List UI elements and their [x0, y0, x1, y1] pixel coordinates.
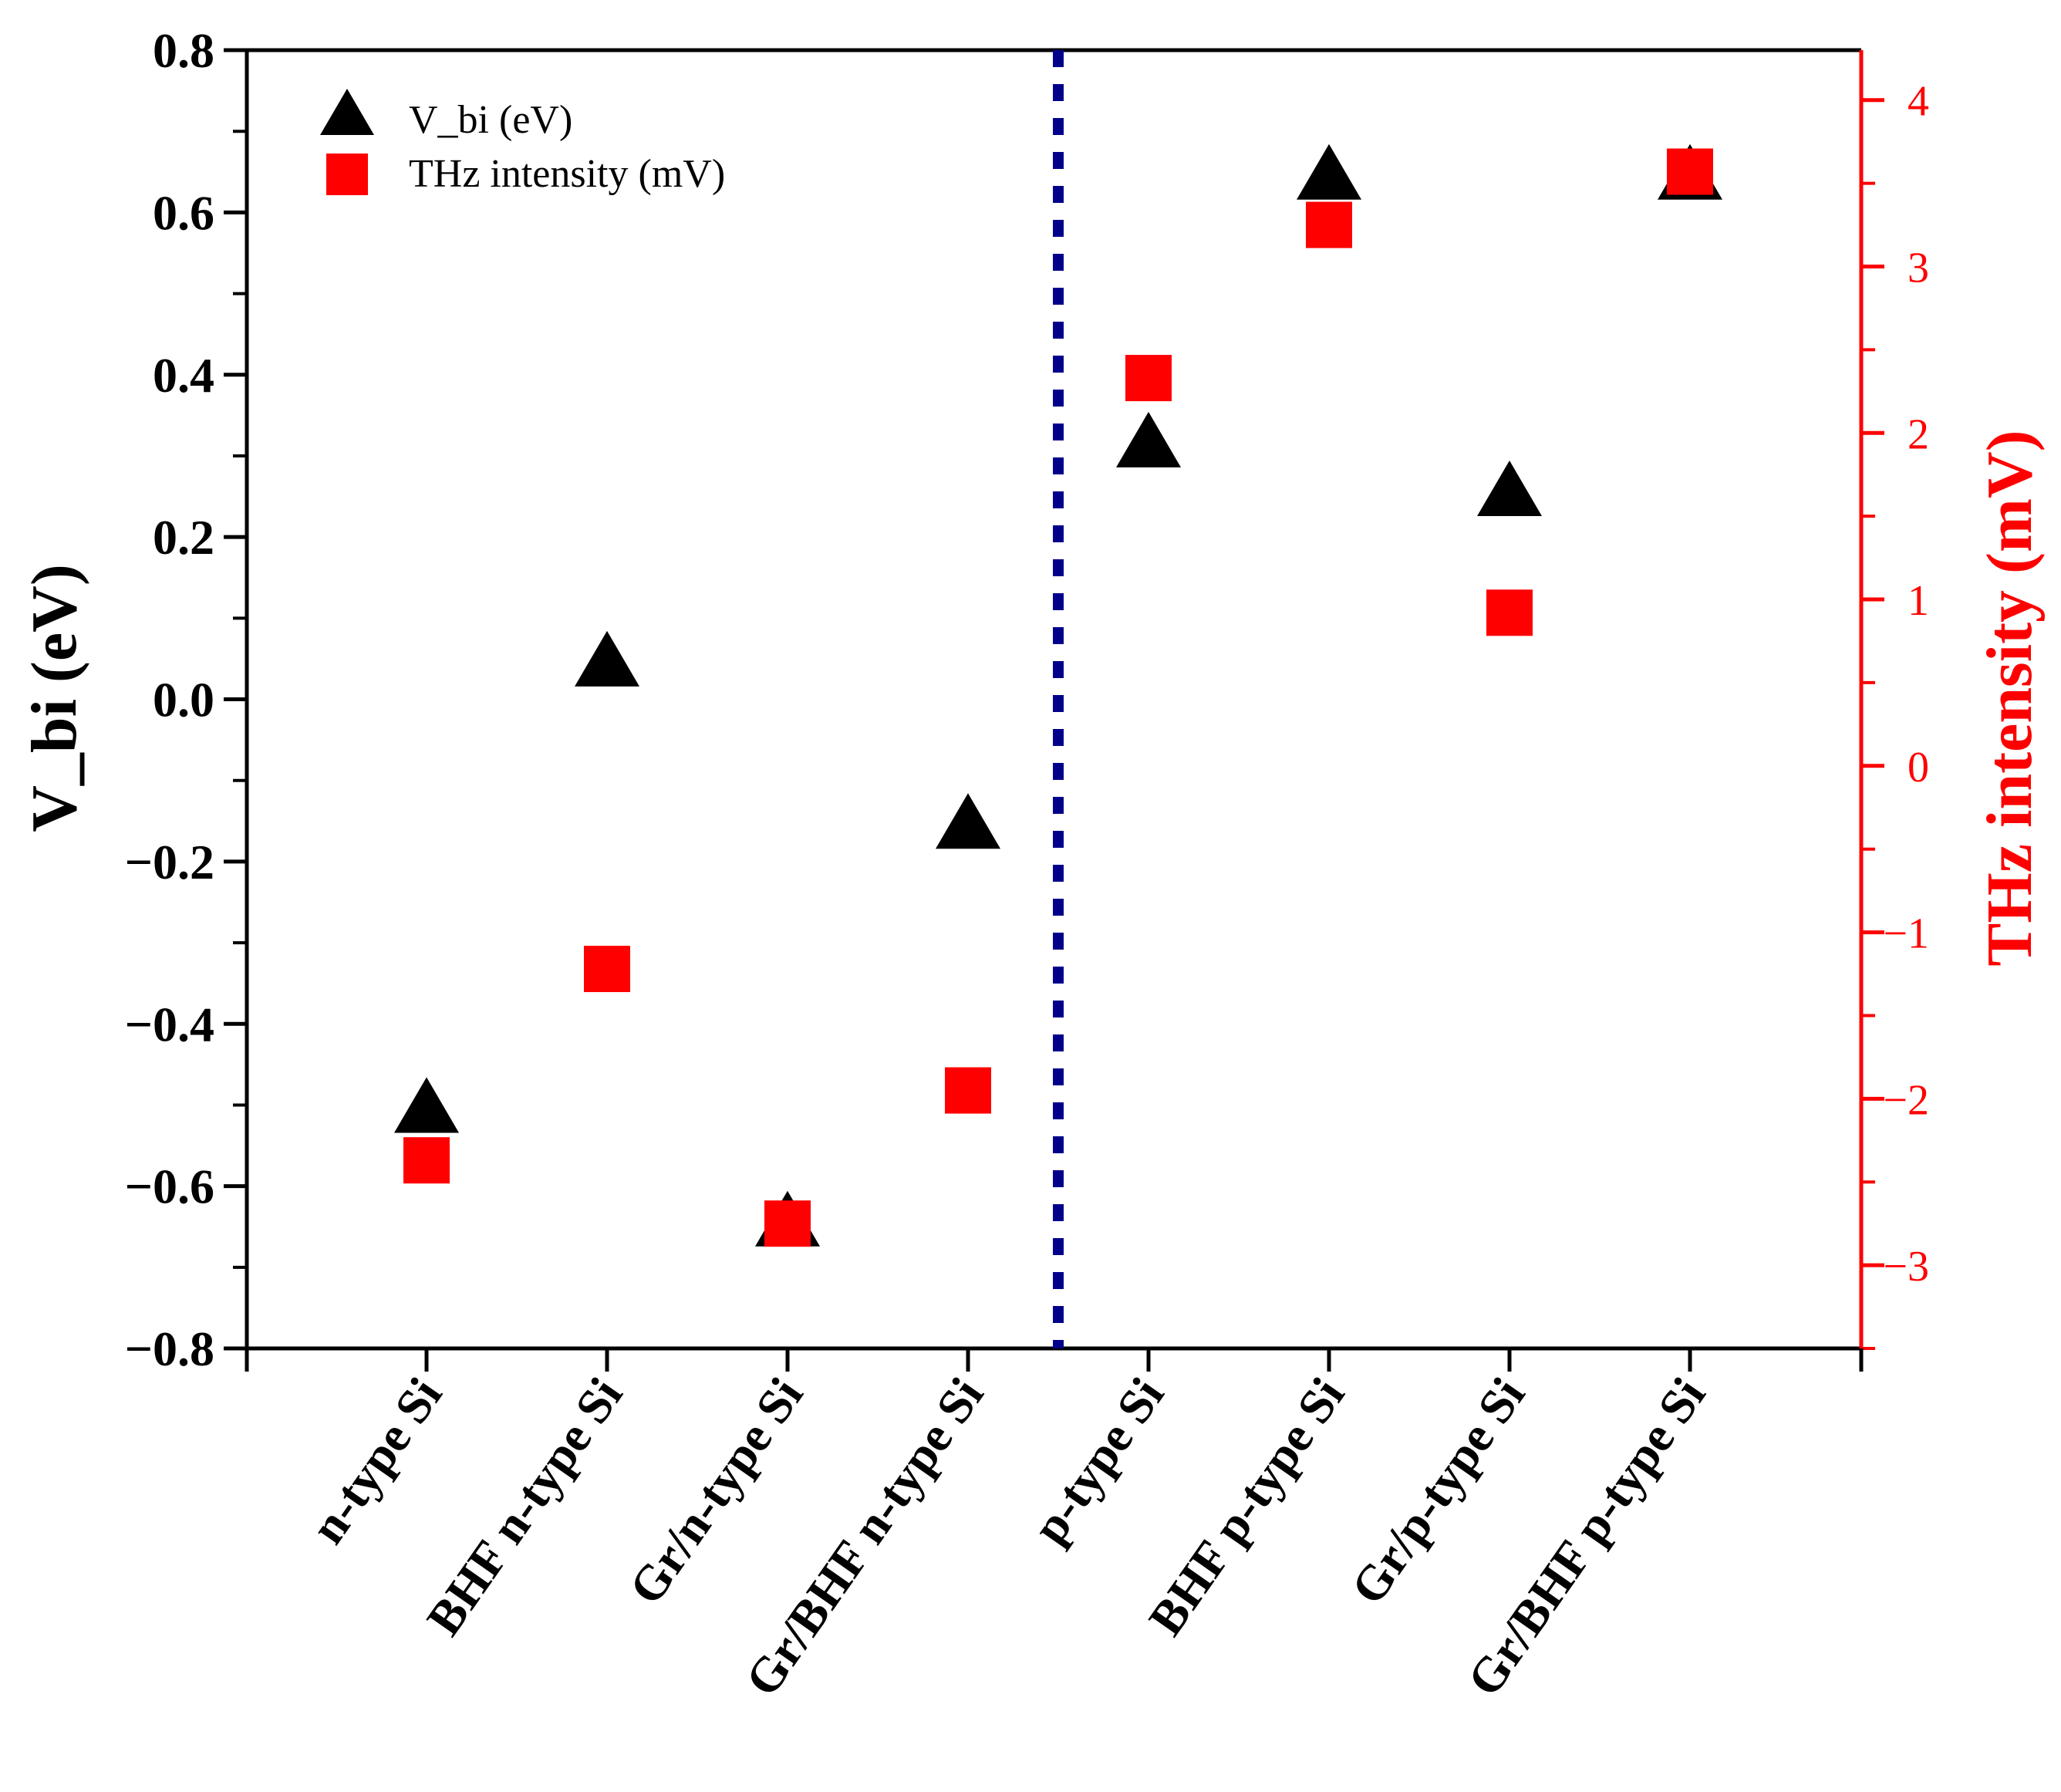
thz-square-point: [1125, 355, 1172, 402]
right-tick-label: −3: [1883, 1243, 1929, 1291]
left-tick-label: −0.4: [125, 997, 214, 1051]
right-tick-label: −2: [1883, 1076, 1929, 1124]
thz-square-point: [403, 1137, 450, 1184]
left-tick-label: −0.6: [125, 1159, 214, 1214]
category-label: p-type Si: [1022, 1368, 1175, 1553]
left-tick-label: 0.6: [153, 185, 214, 240]
legend-square-icon: [326, 154, 368, 195]
left-y-axis: 0.8 0.6 0.4 0.2 0.0 −0.2 −0.4 −0.6 −0.8: [125, 23, 247, 1376]
category-label: Gr/p-type Si: [1341, 1368, 1536, 1614]
left-tick-label: 0.0: [153, 673, 214, 727]
right-tick-label: 2: [1908, 410, 1929, 458]
thz-square-point: [1667, 148, 1713, 195]
vbi-triangle-point: [1297, 143, 1361, 200]
data-marks: [394, 143, 1722, 1247]
left-tick-label: −0.2: [125, 835, 214, 889]
right-y-axis: 4 3 2 1 0 −1 −2 −3: [1861, 78, 1929, 1350]
left-tick-label: 0.8: [153, 23, 214, 78]
right-tick-label: 1: [1908, 577, 1929, 625]
category-label: BHF n-type Si: [416, 1368, 632, 1645]
category-label: Gr/n-type Si: [619, 1368, 814, 1614]
thz-square-point: [1486, 589, 1533, 636]
vbi-triangle-point: [936, 793, 1000, 849]
left-tick-label: 0.4: [153, 348, 214, 403]
vbi-triangle-point: [1477, 461, 1542, 517]
legend-label-vbi: V_bi (eV): [409, 98, 572, 142]
vbi-triangle-point: [394, 1077, 459, 1133]
legend-label-thz: THz intensity (mV): [409, 152, 725, 196]
legend-triangle-icon: [320, 89, 374, 135]
left-tick-label: 0.2: [153, 510, 214, 565]
right-tick-label: 4: [1908, 78, 1929, 126]
thz-square-point: [584, 946, 630, 993]
vbi-triangle-point: [1116, 411, 1181, 467]
thz-square-point: [764, 1200, 811, 1247]
category-label: n-type Si: [300, 1368, 453, 1553]
right-axis-title: THz intensity (mV): [1974, 430, 2046, 966]
left-tick-label: −0.8: [125, 1321, 214, 1376]
right-tick-label: 0: [1908, 744, 1929, 791]
legend: V_bi (eV) THz intensity (mV): [320, 89, 725, 196]
category-label: BHF p-type Si: [1138, 1368, 1354, 1645]
thz-square-point: [1306, 201, 1352, 248]
thz-square-point: [945, 1067, 991, 1114]
vbi-triangle-point: [575, 630, 639, 687]
right-tick-label: 3: [1908, 245, 1929, 292]
left-axis-title: V_bi (eV): [19, 564, 90, 832]
right-tick-label: −1: [1883, 910, 1929, 958]
